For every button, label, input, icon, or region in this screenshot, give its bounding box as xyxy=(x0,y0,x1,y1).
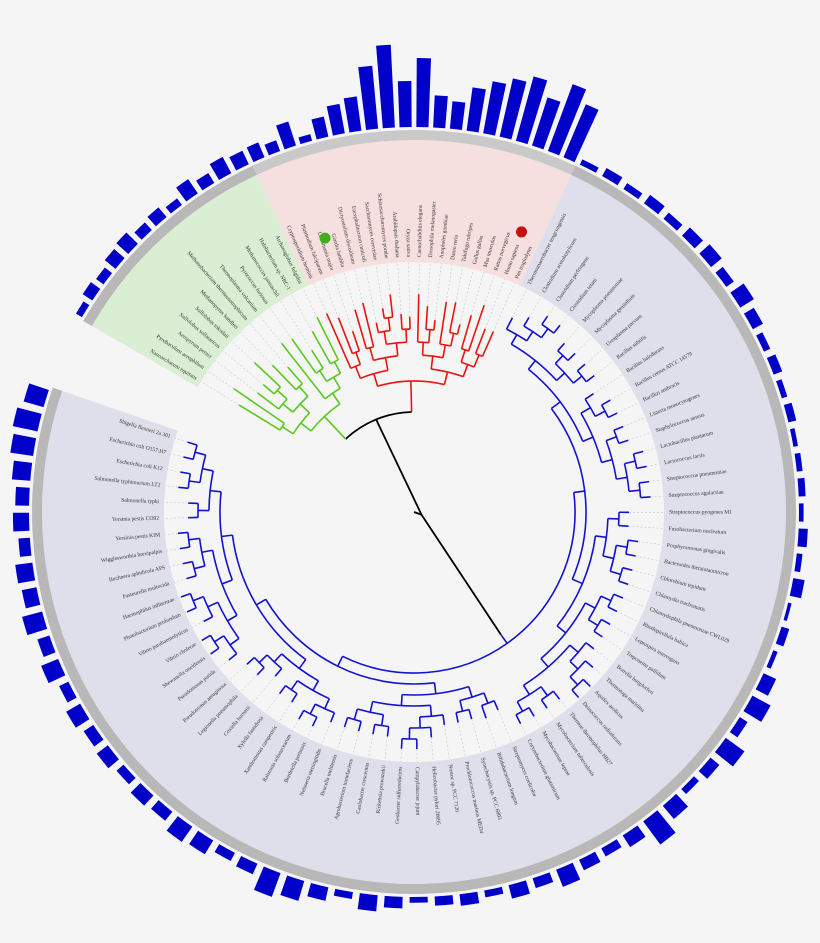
branch xyxy=(429,330,430,343)
bar xyxy=(358,893,378,911)
branch xyxy=(423,342,424,355)
branch xyxy=(401,739,402,749)
leaf-label: Streptococcus pyogenes M1 xyxy=(669,510,732,516)
leaf-label: Yersinia pestis CO92 xyxy=(112,516,160,523)
bar xyxy=(18,538,31,557)
branch xyxy=(178,532,188,533)
branch xyxy=(434,320,435,330)
branch xyxy=(178,487,188,488)
branch xyxy=(629,490,640,491)
bar xyxy=(797,528,807,547)
branch xyxy=(210,491,221,492)
branch xyxy=(406,329,407,342)
leaf-label: Oryza sativa xyxy=(405,229,412,258)
marker-dot xyxy=(320,233,331,244)
bar xyxy=(398,81,412,127)
branch xyxy=(418,294,419,342)
leaf-label: Caenorhabditis elegans xyxy=(417,205,424,257)
branch xyxy=(430,705,431,716)
branch xyxy=(641,497,651,498)
bar xyxy=(12,461,32,481)
branch xyxy=(401,695,402,706)
bar xyxy=(13,513,30,532)
bar xyxy=(410,897,428,903)
branch xyxy=(431,727,432,737)
branch xyxy=(401,314,402,329)
leaf-label: Campylobacter jejuni xyxy=(414,767,421,816)
bar xyxy=(798,478,806,497)
marker-dot xyxy=(516,226,527,237)
branch xyxy=(619,526,629,527)
bar xyxy=(416,58,431,127)
bar xyxy=(435,895,454,906)
bar xyxy=(15,563,35,584)
bar xyxy=(384,896,403,908)
bar xyxy=(799,503,804,521)
bar xyxy=(15,487,30,506)
